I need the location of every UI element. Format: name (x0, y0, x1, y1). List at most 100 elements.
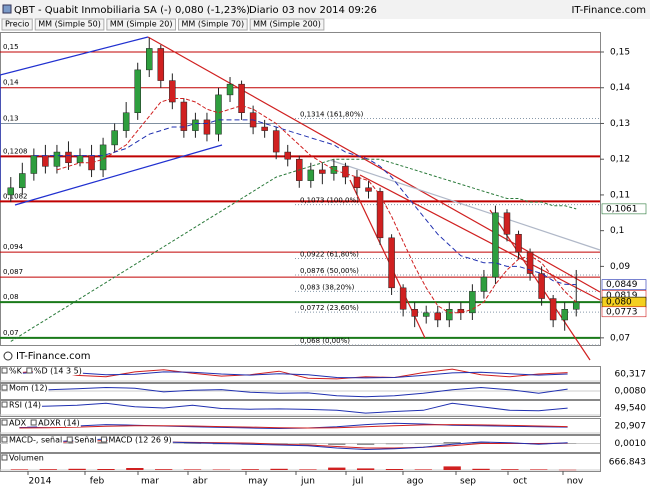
level-label: 0,13 (3, 114, 19, 122)
legend-bg (8, 454, 45, 462)
candle-body (480, 276, 488, 292)
chart-title: QBT - Quabit Inmobiliaria SA (-) (14, 5, 172, 16)
indicator-value: 60,317 (615, 370, 647, 380)
indicator-legend: ADXR (14) (38, 419, 80, 428)
legend-bg (8, 436, 64, 444)
candle-body (457, 309, 465, 314)
candle-body (353, 176, 361, 189)
indicator-bar (443, 466, 461, 470)
last-value-label: 0,0773 (606, 307, 638, 317)
candle-body (399, 287, 407, 310)
x-tick-label: ago (407, 477, 424, 487)
candle-body (30, 155, 38, 174)
indicator-bar (68, 468, 86, 470)
indicator-bar (356, 443, 375, 445)
y-tick-label: 0,13 (610, 119, 630, 129)
candle-body (319, 169, 326, 174)
candle-body (376, 191, 384, 239)
legend-checkbox (66, 436, 73, 443)
trend-line (0, 36, 149, 76)
candle-body (203, 119, 211, 135)
legend-bg (107, 436, 173, 444)
y-tick-label: 0,11 (610, 190, 630, 200)
indicator-value: 0,0080 (615, 387, 647, 397)
indicator-legend: MACD (12 26 9) (108, 436, 171, 445)
indicator-panel (0, 453, 601, 472)
candle-body (422, 312, 430, 317)
legend-checkbox (1, 454, 8, 461)
indicator-line (19, 402, 568, 414)
watermark-icon (3, 351, 13, 361)
candle-body (157, 48, 165, 81)
indicators: %K %D (14 3 5) 60,317 Mom (12) 0,0080 RSI (14… (0, 366, 647, 472)
fib-label: 0,0772 (23,60%) (300, 304, 359, 312)
candle-body (226, 83, 234, 96)
level-label: 0,087 (3, 268, 23, 276)
candle-body (19, 173, 26, 189)
price: 0,080 (-1,23%) (175, 5, 250, 16)
moving-average (10, 158, 577, 342)
candle-body (76, 155, 84, 164)
candle-body (538, 273, 545, 299)
indicator-bar (39, 469, 57, 470)
last-value-label: 0,080 (606, 298, 632, 308)
trend-line (147, 36, 601, 293)
legend-checkbox (1, 436, 8, 443)
indicator-bar (155, 469, 173, 470)
candle-body (492, 212, 499, 278)
indicator-bar (183, 443, 202, 444)
x-tick-label: 2014 (29, 477, 52, 487)
y-tick-label: 0,12 (610, 155, 630, 165)
x-tick-label: abr (193, 477, 208, 487)
legend-checkbox (30, 419, 37, 426)
y-tick-label: 0,14 (610, 83, 630, 93)
indicator-bar (472, 442, 490, 444)
candle-body (215, 94, 222, 135)
legend-checkbox (100, 436, 107, 443)
legend-checkbox (1, 367, 8, 374)
y-tick-label: 0,1 (610, 226, 624, 236)
trend-line (329, 159, 601, 251)
level-label: 0,1208 (3, 147, 28, 155)
candle-body (238, 83, 245, 114)
legend-entry: MM (Simple 20) (110, 20, 173, 29)
legend-bg (8, 401, 42, 409)
indicator-bar (299, 469, 317, 470)
indicator-value: 20,907 (615, 422, 647, 432)
candle-body (261, 126, 268, 131)
legend-checkbox (1, 419, 8, 426)
legend-bg (32, 367, 83, 375)
candle-body (169, 80, 176, 103)
moving-average (56, 98, 577, 314)
indicator-bar (299, 443, 317, 445)
fib-label: 0,0876 (50,00%) (300, 267, 359, 275)
last-value-box (601, 306, 647, 318)
indicator-legend: Señal (74, 436, 96, 445)
brand: IT-Finance.com (571, 5, 646, 16)
icon (2, 4, 12, 14)
legend-checkbox (1, 401, 8, 408)
candle-body (42, 155, 49, 167)
level-label: 0,14 (3, 79, 19, 87)
fib-label: 0,083 (38,20%) (300, 283, 355, 291)
legend-checkbox (1, 384, 8, 391)
trend-line (14, 144, 223, 206)
level-label: 0,094 (3, 243, 24, 251)
indicator-bar (212, 469, 231, 471)
fib-label: 0,0922 (61,80%) (300, 251, 359, 259)
candle-body (561, 309, 568, 321)
x-tick-label: jul (352, 477, 364, 487)
candle-body (272, 130, 280, 153)
x-tick-label: jun (300, 477, 315, 487)
legend: Precio MM (Simple 50) MM (Simple 20) MM (Si… (1, 18, 325, 31)
legend-entry: MM (Simple 70) (182, 20, 245, 29)
candle-body (411, 309, 418, 317)
indicator-bar (530, 469, 548, 470)
candle-body (53, 151, 61, 167)
legend-entry: MM (Simple 50) (38, 20, 101, 29)
indicator-bar (501, 469, 519, 470)
watermark: IT-Finance.com (16, 351, 91, 362)
legend-bg (37, 419, 81, 427)
indicator-value: 666.843 (609, 458, 646, 468)
indicator-bar (241, 469, 259, 470)
